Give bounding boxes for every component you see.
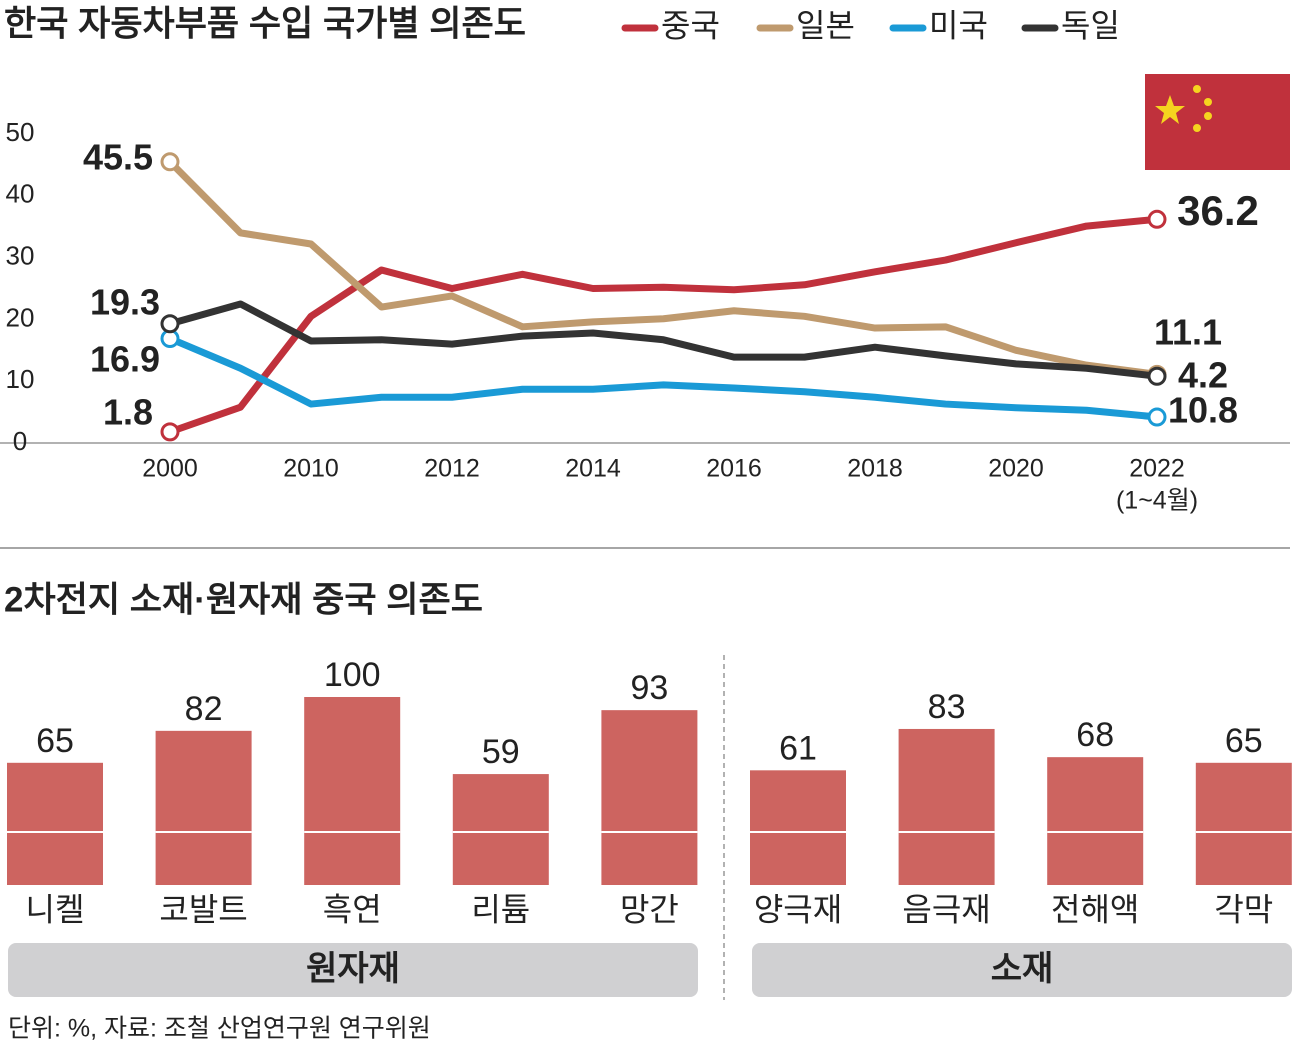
- bar: [1195, 762, 1292, 885]
- x-tick-label: 2022: [1129, 455, 1185, 483]
- endpoint-marker: [1147, 366, 1167, 386]
- data-label: 68: [1076, 716, 1114, 754]
- x-tick-label: 2016: [706, 455, 762, 483]
- endpoint-marker: [1147, 209, 1167, 229]
- data-label: 65: [1225, 722, 1263, 760]
- flag-star: [1204, 98, 1212, 106]
- x-tick-label: 전해액: [1051, 891, 1139, 927]
- data-label: 1.8: [103, 392, 153, 433]
- endpoint-marker: [1147, 407, 1167, 427]
- x-tick-label: 코발트: [159, 891, 247, 927]
- flag-star: [1155, 95, 1185, 124]
- y-tick-label: 40: [6, 179, 35, 209]
- data-label: 59: [482, 733, 520, 771]
- series-line: [168, 215, 1158, 436]
- x-tick-label: 각막: [1214, 891, 1273, 927]
- flag-star: [1204, 112, 1212, 120]
- flag-field: [1145, 74, 1290, 170]
- source-note: 단위: %, 자료: 조철 산업연구원 연구위원: [8, 1015, 431, 1043]
- group-label: 원자재: [306, 950, 400, 988]
- bar: [1047, 757, 1144, 885]
- x-tick-label: 2000: [142, 455, 198, 483]
- x-tick-label: 2020: [988, 455, 1044, 483]
- flag-star: [1193, 85, 1201, 93]
- x-tick-label: 2014: [565, 455, 621, 483]
- data-label: 45.5: [83, 137, 153, 178]
- data-label: 36.2: [1177, 187, 1259, 234]
- x-tick-label: 양극재: [754, 891, 842, 927]
- y-tick-label: 20: [6, 302, 35, 332]
- data-label: 11.1: [1154, 312, 1222, 353]
- bar: [750, 770, 846, 885]
- bar: [155, 730, 252, 885]
- china-flag: [1145, 74, 1290, 170]
- series-line: [168, 335, 1158, 421]
- endpoint-marker: [160, 152, 180, 172]
- x-tick-label: 망간: [620, 891, 679, 927]
- legend-label: 중국: [661, 7, 720, 43]
- bar: [898, 728, 995, 885]
- data-label: 19.3: [90, 282, 160, 323]
- group-label: 소재: [991, 950, 1054, 988]
- data-label: 10.8: [1168, 390, 1238, 431]
- y-tick-label: 30: [6, 240, 35, 270]
- data-label: 16.9: [90, 339, 160, 380]
- x-tick-label: 2018: [847, 455, 903, 483]
- group-pill: [752, 943, 1292, 997]
- x-tick-label: 리튬: [471, 891, 530, 927]
- data-label: 100: [324, 656, 381, 694]
- x-tick-label: 2010: [283, 455, 339, 483]
- series-line: [169, 300, 1158, 380]
- x-tick-label: 2012: [424, 455, 480, 483]
- data-label: 93: [630, 669, 668, 707]
- y-tick-label: 10: [6, 364, 35, 394]
- endpoint-marker: [160, 314, 180, 334]
- flag-star: [1193, 124, 1201, 132]
- x-tick-label: 니켈: [26, 891, 85, 927]
- data-label: 61: [779, 729, 817, 767]
- data-label: 65: [36, 722, 74, 760]
- data-label: 83: [928, 688, 966, 726]
- x-tick-label: 음극재: [902, 891, 990, 927]
- legend-label: 독일: [1061, 7, 1120, 43]
- bar: [452, 774, 549, 885]
- bar: [601, 710, 698, 885]
- chart-title: 한국 자동차부품 수입 국가별 의존도: [4, 4, 526, 43]
- bar: [7, 762, 103, 885]
- legend-label: 일본: [796, 7, 855, 43]
- endpoint-marker: [160, 422, 180, 442]
- y-tick-label: 50: [6, 117, 35, 147]
- chart-title: 2차전지 소재·원자재 중국 의존도: [4, 580, 483, 619]
- x-tick-label: 흑연: [323, 891, 382, 927]
- series-line: [167, 159, 1158, 378]
- data-label: 4.2: [1178, 355, 1228, 396]
- bar: [304, 697, 401, 885]
- x-tick-note: (1~4월): [1116, 487, 1198, 515]
- legend-label: 미국: [929, 7, 988, 43]
- data-label: 82: [185, 690, 223, 728]
- y-tick-label: 0: [13, 426, 27, 456]
- group-pill: [8, 943, 698, 997]
